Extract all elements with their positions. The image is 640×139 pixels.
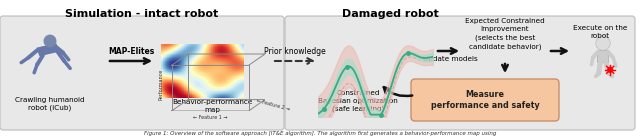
FancyBboxPatch shape bbox=[0, 16, 284, 130]
FancyBboxPatch shape bbox=[285, 16, 635, 130]
Circle shape bbox=[596, 36, 610, 50]
Text: Performance: Performance bbox=[159, 69, 164, 100]
Text: Execute on the
robot: Execute on the robot bbox=[573, 25, 627, 39]
Text: Constrained
Bayesian optimization
(safe learning): Constrained Bayesian optimization (safe … bbox=[318, 90, 398, 112]
FancyBboxPatch shape bbox=[411, 79, 559, 121]
Text: Expected Constrained
Improvement
(selects the best
candidate behavior): Expected Constrained Improvement (select… bbox=[465, 18, 545, 49]
Text: Crawling humanoid
robot (iCub): Crawling humanoid robot (iCub) bbox=[15, 97, 85, 111]
Text: Simulation - intact robot: Simulation - intact robot bbox=[65, 9, 219, 19]
Polygon shape bbox=[37, 44, 59, 55]
Text: Behavior-performance
map: Behavior-performance map bbox=[172, 99, 252, 113]
Text: Damaged robot: Damaged robot bbox=[342, 9, 438, 19]
Circle shape bbox=[44, 35, 56, 47]
Text: Figure 1: Overview of the software approach [IT&E algorithm]. The algorithm firs: Figure 1: Overview of the software appro… bbox=[144, 131, 496, 136]
Text: Update models: Update models bbox=[422, 56, 477, 62]
Text: Measure
performance and safety: Measure performance and safety bbox=[431, 90, 540, 110]
Text: Prior knowledge: Prior knowledge bbox=[264, 47, 326, 55]
Polygon shape bbox=[597, 50, 609, 63]
Circle shape bbox=[608, 67, 612, 72]
Text: ← Feature 1 →: ← Feature 1 → bbox=[193, 115, 227, 120]
Text: ← Feature 2 →: ← Feature 2 → bbox=[256, 98, 291, 112]
Text: MAP-Elites: MAP-Elites bbox=[108, 47, 154, 55]
